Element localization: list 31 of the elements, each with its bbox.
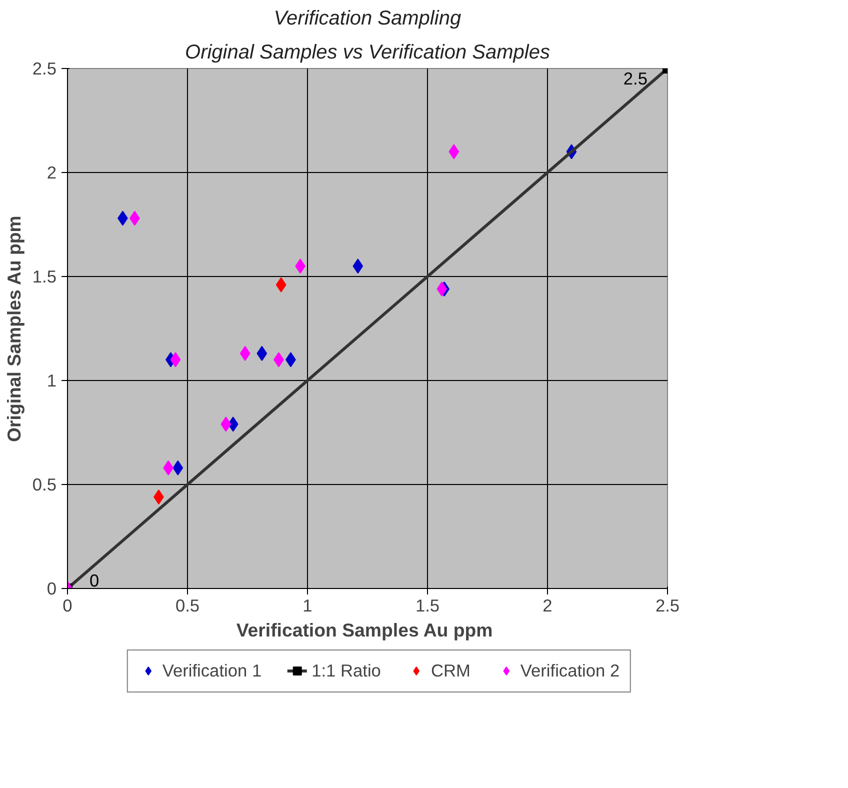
x-axis-title: Verification Samples Au ppm — [236, 620, 493, 640]
legend-label: 1:1 Ratio — [312, 660, 381, 681]
point — [240, 346, 250, 361]
x-tick-label: 1.5 — [415, 596, 440, 616]
legend-label: Verification 2 — [520, 660, 620, 681]
y-tick-label: 2 — [46, 162, 57, 182]
x-tick-label: 2 — [542, 596, 552, 616]
point — [256, 346, 268, 361]
x-tick-label: 2.5 — [655, 596, 680, 616]
y-tick-label: 0.5 — [32, 474, 57, 494]
point — [276, 277, 286, 292]
point — [352, 258, 364, 274]
point — [448, 144, 460, 160]
legend-label: Verification 1 — [162, 660, 262, 681]
y-tick-label: 1.5 — [32, 266, 57, 286]
x-tick-label: 0.5 — [175, 596, 200, 616]
x-tick-label: 0 — [62, 596, 72, 616]
y-tick-label: 2.5 — [32, 58, 57, 78]
point — [220, 416, 232, 432]
legend-label: CRM — [430, 660, 470, 681]
chart-title: Verification Sampling — [274, 8, 462, 30]
point — [436, 281, 448, 296]
y-tick-label: 1 — [46, 370, 57, 390]
chart-subtitle: Original Samples vs Verification Samples — [185, 42, 550, 64]
data-label: 0 — [90, 570, 100, 590]
x-tick-label: 1 — [302, 596, 312, 616]
point — [170, 352, 181, 368]
data-label: 2.5 — [623, 68, 648, 88]
y-tick-label: 0 — [46, 578, 57, 598]
point — [172, 460, 184, 476]
y-axis-title: Original Samples Au ppm — [3, 216, 24, 442]
